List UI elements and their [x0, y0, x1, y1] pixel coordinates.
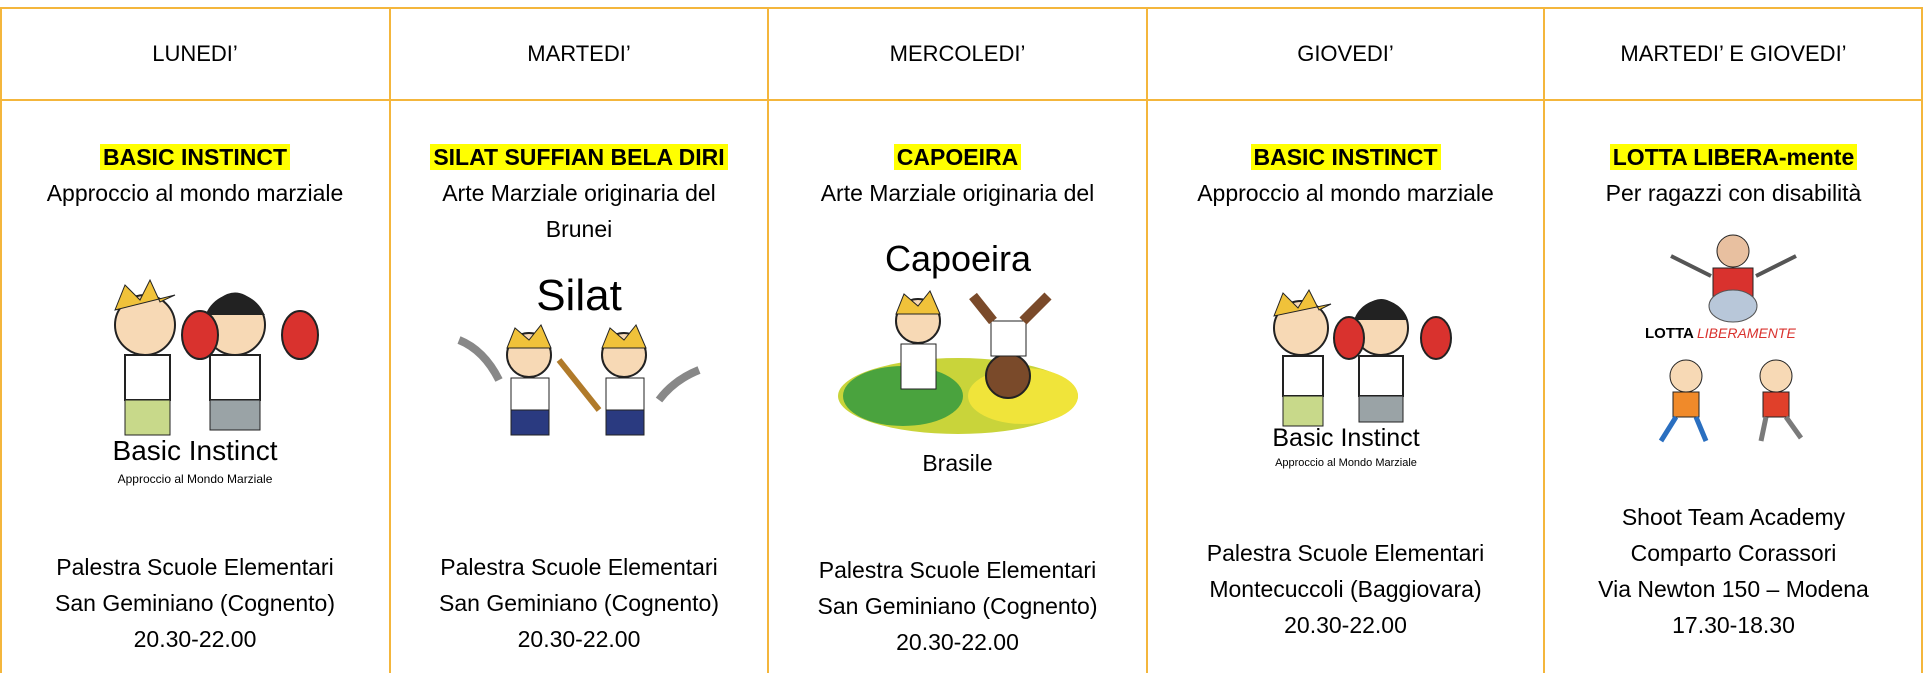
- course-description: Approccio al mondo marziale: [46, 180, 344, 206]
- course-description: Per ragazzi con disabilità: [1605, 180, 1862, 206]
- day-header: MERCOLEDI’: [889, 41, 1026, 66]
- course-cell: SILAT SUFFIAN BELA DIRI Arte Marziale or…: [390, 100, 768, 673]
- course-image: Capoeira: [837, 238, 1078, 434]
- text-line: 20.30-22.00: [517, 626, 641, 652]
- course-location: Palestra Scuole Elementari San Geminiano …: [780, 552, 1135, 660]
- image-text: Approccio al Mondo Marziale: [1275, 457, 1417, 469]
- text-line: Palestra Scuole Elementari: [440, 554, 718, 580]
- text-line: Palestra Scuole Elementari: [56, 554, 334, 580]
- course-location: Palestra Scuole Elementari San Geminiano …: [12, 549, 378, 657]
- text-line: Shoot Team Academy: [1621, 504, 1846, 530]
- border-header: [0, 99, 1923, 101]
- border-left: [0, 7, 2, 673]
- course-cell: CAPOEIRA Arte Marziale originaria del Ca…: [768, 100, 1147, 673]
- course-image: Basic Instinct Approccio al Mondo Marzia…: [1272, 288, 1452, 469]
- image-text: LOTTA: [1645, 325, 1694, 342]
- text-line: San Geminiano (Cognento): [817, 593, 1098, 619]
- text-line: San Geminiano (Cognento): [55, 590, 335, 616]
- image-text: LIBERAMENTE: [1697, 325, 1796, 341]
- course-cell: BASIC INSTINCT Approccio al mondo marzia…: [0, 100, 390, 673]
- course-location: Shoot Team Academy Comparto Corassori Via …: [1556, 499, 1911, 643]
- course-description: Arte Marziale originaria del: [820, 180, 1095, 206]
- course-description: Approccio al mondo marziale: [1197, 180, 1494, 206]
- course-title: SILAT SUFFIAN BELA DIRI: [430, 144, 728, 170]
- day-header: MARTEDI’: [527, 41, 631, 66]
- course-location: Palestra Scuole Elementari San Geminiano …: [402, 549, 756, 657]
- course-image: Silat: [457, 271, 701, 436]
- text-line: 20.30-22.00: [1284, 612, 1407, 638]
- image-text: Capoeira: [884, 238, 1031, 279]
- border-col: [389, 7, 391, 673]
- border-col: [1543, 7, 1545, 673]
- image-text: Silat: [536, 271, 622, 320]
- text-line: Palestra Scuole Elementari: [1206, 540, 1485, 566]
- image-text: Approccio al Mondo Marziale: [118, 472, 273, 486]
- course-cell: LOTTA LIBERA-mente Per ragazzi con disab…: [1544, 100, 1923, 673]
- text-line: Via Newton 150 – Modena: [1598, 576, 1869, 602]
- course-title: BASIC INSTINCT: [100, 144, 290, 170]
- course-title: BASIC INSTINCT: [1250, 144, 1441, 170]
- day-header: MARTEDI’ E GIOVEDI’: [1620, 41, 1847, 66]
- course-image: Basic Instinct Approccio al Mondo Marzia…: [113, 278, 319, 486]
- border-right: [1921, 7, 1923, 673]
- course-location: Palestra Scuole Elementari Montecuccoli (…: [1159, 535, 1532, 643]
- border-col: [767, 7, 769, 673]
- course-description-end: Brasile: [922, 450, 993, 476]
- image-text: Basic Instinct: [113, 435, 278, 466]
- text-line: 17.30-18.30: [1672, 612, 1795, 638]
- text-line: 20.30-22.00: [133, 626, 257, 652]
- image-text: Basic Instinct: [1272, 424, 1419, 452]
- course-image: LOTTA LIBERAMENTE: [1645, 234, 1804, 443]
- course-title: LOTTA LIBERA-mente: [1609, 144, 1858, 170]
- border-top: [0, 7, 1923, 9]
- day-header: GIOVEDI’: [1297, 41, 1394, 66]
- course-cell: BASIC INSTINCT Approccio al mondo marzia…: [1147, 100, 1544, 673]
- day-header: LUNEDI’: [152, 41, 238, 66]
- text-line: Montecuccoli (Baggiovara): [1209, 576, 1482, 602]
- text-line: 20.30-22.00: [896, 629, 1019, 655]
- text-line: Comparto Corassori: [1630, 540, 1837, 566]
- course-description: Arte Marziale originaria del Brunei: [442, 180, 716, 242]
- text-line: Palestra Scuole Elementari: [818, 557, 1097, 583]
- border-col: [1146, 7, 1148, 673]
- text-line: San Geminiano (Cognento): [439, 590, 719, 616]
- course-title: CAPOEIRA: [893, 144, 1022, 170]
